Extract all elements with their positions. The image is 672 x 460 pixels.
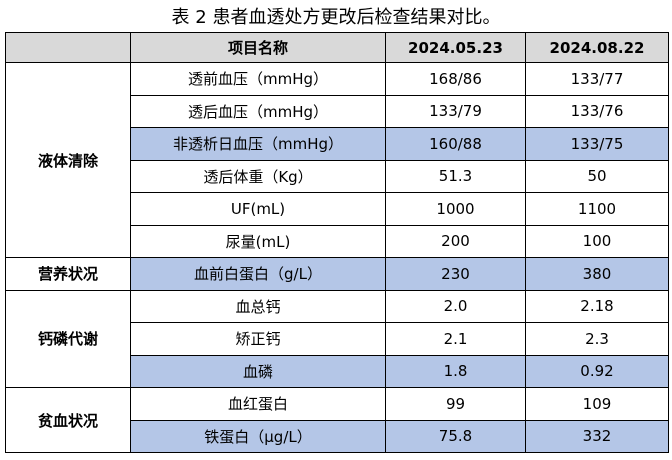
value-cell: 99: [385, 387, 526, 421]
value-cell: 109: [525, 387, 669, 421]
value-cell: 75.8: [385, 419, 526, 453]
value-cell: 2.1: [385, 322, 526, 356]
item-cell: 透前血压（mmHg）: [130, 62, 386, 96]
item-cell: 血红蛋白: [130, 387, 386, 421]
table-body: 液体清除 透前血压（mmHg） 168/86 133/77 透后血压（mmHg） 133/…: [5, 62, 669, 453]
group-label: 贫血状况: [5, 387, 131, 453]
value-cell: 2.3: [525, 322, 669, 356]
group-label: 钙磷代谢: [5, 289, 131, 388]
group-label: 营养状况: [5, 257, 131, 291]
table-row: 矫正钙 2.1 2.3: [6, 322, 669, 356]
item-cell: 透后体重（Kg）: [130, 159, 386, 193]
item-cell: 矫正钙: [130, 322, 386, 356]
header-cell: 项目名称: [130, 32, 386, 63]
value-cell: 2.0: [385, 289, 526, 323]
value-cell: 168/86: [385, 62, 526, 96]
value-cell: 1.8: [385, 354, 526, 388]
value-cell: 0.92: [525, 354, 669, 388]
table-row: 营养状况 血前白蛋白（g/L） 230 380: [5, 257, 669, 291]
value-cell: 133/76: [525, 94, 669, 128]
value-cell: 51.3: [385, 159, 526, 193]
value-cell: 332: [525, 419, 669, 453]
table-row: 液体清除 透前血压（mmHg） 168/86 133/77: [5, 62, 669, 258]
table-row: 非透析日血压（mmHg） 160/88 133/75: [6, 127, 669, 161]
value-cell: 133/77: [525, 62, 669, 96]
item-cell: 铁蛋白（μg/L）: [130, 419, 386, 453]
group-label: 液体清除: [5, 62, 131, 258]
item-cell: 透后血压（mmHg）: [130, 94, 386, 128]
table-row: 贫血状况 血红蛋白 99 109: [5, 387, 669, 453]
table-row: 尿量(mL) 200 100: [6, 224, 669, 258]
value-cell: 100: [525, 224, 669, 258]
item-cell: 血前白蛋白（g/L）: [130, 257, 386, 291]
header-cell: [5, 32, 131, 63]
value-cell: 1000: [385, 192, 526, 226]
item-cell: 血磷: [130, 354, 386, 388]
table-title: 表 2 患者血透处方更改后检查结果对比。: [171, 7, 501, 28]
header-cell: 2024.05.23: [385, 32, 526, 63]
table-row: UF(mL) 1000 1100: [6, 192, 669, 226]
header-row: 项目名称 2024.05.23 2024.08.22: [5, 32, 669, 63]
item-cell: UF(mL): [130, 192, 386, 226]
item-cell: 尿量(mL): [130, 224, 386, 258]
header-cell: 2024.08.22: [525, 32, 669, 63]
table-row: 透后体重（Kg） 51.3 50: [6, 159, 669, 193]
value-cell: 380: [525, 257, 669, 291]
results-table: 项目名称 2024.05.23 2024.08.22 液体清除 透前血压（mmHg） 1…: [5, 32, 669, 453]
value-cell: 50: [525, 159, 669, 193]
table-row: 血磷 1.8 0.92: [6, 354, 669, 388]
table-row: 铁蛋白（μg/L） 75.8 332: [6, 419, 669, 453]
item-cell: 非透析日血压（mmHg）: [130, 127, 386, 161]
item-cell: 血总钙: [130, 289, 386, 323]
value-cell: 133/79: [385, 94, 526, 128]
table-row: 透后血压（mmHg） 133/79 133/76: [6, 94, 669, 128]
value-cell: 160/88: [385, 127, 526, 161]
value-cell: 2.18: [525, 289, 669, 323]
value-cell: 1100: [525, 192, 669, 226]
value-cell: 200: [385, 224, 526, 258]
value-cell: 133/75: [525, 127, 669, 161]
value-cell: 230: [385, 257, 526, 291]
table-row: 钙磷代谢 血总钙 2.0 2.18: [5, 289, 669, 388]
